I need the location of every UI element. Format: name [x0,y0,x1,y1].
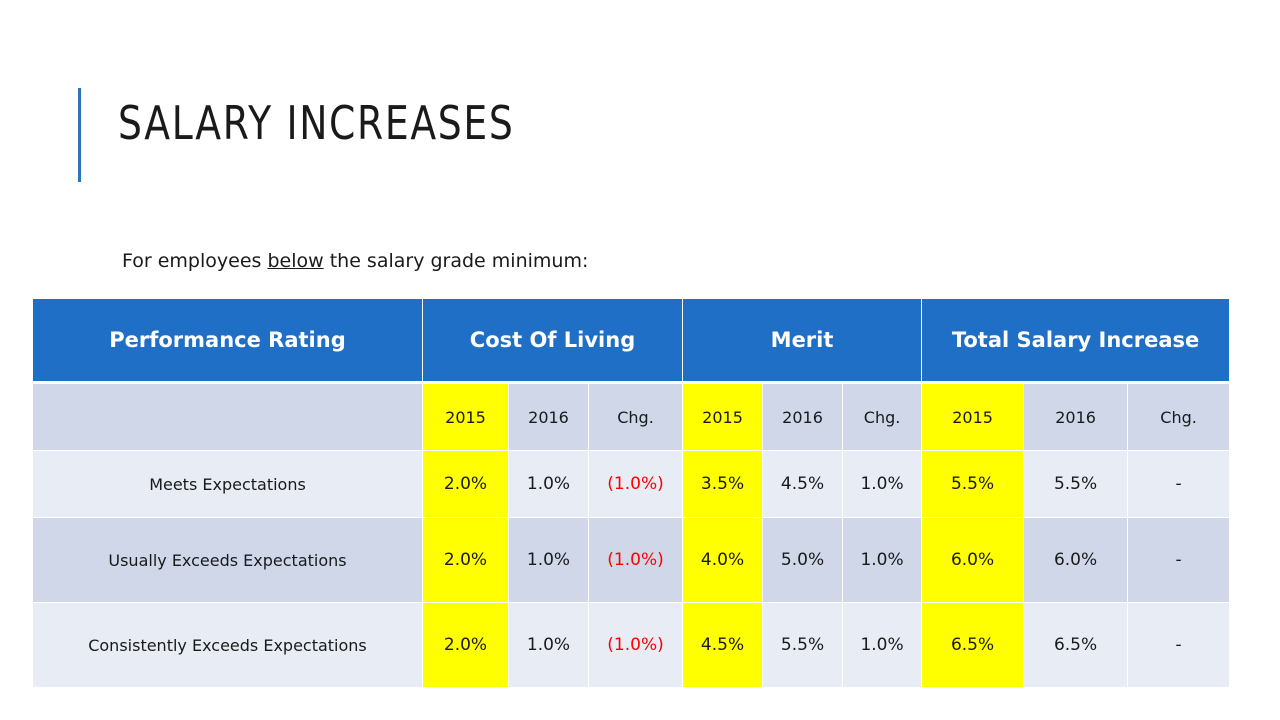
cell-value: (1.0%) [587,450,684,518]
cell-value: 1.0% [842,450,923,518]
caption-prefix: For employees [122,250,268,272]
title-accent-bar [78,88,81,182]
year-row-blank [32,382,423,451]
table-row: Usually Exceeds Expectations 2.0% 1.0% (… [32,517,1231,603]
cell-value: 6.5% [1023,602,1129,688]
header-row: Performance Rating Cost Of Living Merit … [32,298,1231,384]
salary-increase-table: Performance Rating Cost Of Living Merit … [32,298,1231,688]
cell-value: 2.0% [422,450,509,518]
col-cola-2015: 2015 [422,382,509,451]
rating-label: Meets Expectations [32,450,423,518]
header-cost-of-living: Cost Of Living [421,298,684,384]
col-merit-chg: Chg. [842,382,923,451]
header-performance-rating: Performance Rating [32,298,423,384]
table-row: Meets Expectations 2.0% 1.0% (1.0%) 3.5%… [32,450,1231,518]
cell-value: 6.0% [921,517,1025,603]
rating-label: Usually Exceeds Expectations [32,517,423,603]
col-merit-2015: 2015 [682,382,764,451]
cell-value: 6.0% [1023,517,1129,603]
cell-value: 5.5% [921,450,1025,518]
col-cola-2016: 2016 [508,382,589,451]
table-caption: For employees below the salary grade min… [122,250,588,272]
cell-value: - [1127,602,1231,688]
cell-value: 2.0% [422,517,509,603]
cell-value: - [1127,450,1231,518]
col-cola-chg: Chg. [587,382,684,451]
cell-value: 5.5% [762,602,844,688]
cell-value: (1.0%) [587,602,684,688]
caption-emphasis: below [267,250,324,272]
header-merit: Merit [682,298,923,384]
cell-value: 5.0% [762,517,844,603]
table-row: Consistently Exceeds Expectations 2.0% 1… [32,602,1231,688]
slide-title: SALARY INCREASES [118,96,515,150]
rating-label: Consistently Exceeds Expectations [32,602,423,688]
year-row: 2015 2016 Chg. 2015 2016 Chg. 2015 2016 … [32,382,1231,451]
cell-value: 4.0% [682,517,764,603]
cell-value: 1.0% [842,517,923,603]
cell-value: 4.5% [682,602,764,688]
caption-suffix: the salary grade minimum: [323,250,589,272]
cell-value: 3.5% [682,450,764,518]
cell-value: 4.5% [762,450,844,518]
cell-value: 1.0% [508,517,589,603]
cell-value: 5.5% [1023,450,1129,518]
col-total-chg: Chg. [1127,382,1231,451]
cell-value: 6.5% [921,602,1025,688]
col-total-2016: 2016 [1023,382,1129,451]
cell-value: - [1127,517,1231,603]
cell-value: 1.0% [508,602,589,688]
cell-value: 2.0% [422,602,509,688]
cell-value: 1.0% [842,602,923,688]
header-total-salary-increase: Total Salary Increase [921,298,1231,384]
cell-value: (1.0%) [587,517,684,603]
cell-value: 1.0% [508,450,589,518]
col-total-2015: 2015 [921,382,1025,451]
col-merit-2016: 2016 [762,382,844,451]
